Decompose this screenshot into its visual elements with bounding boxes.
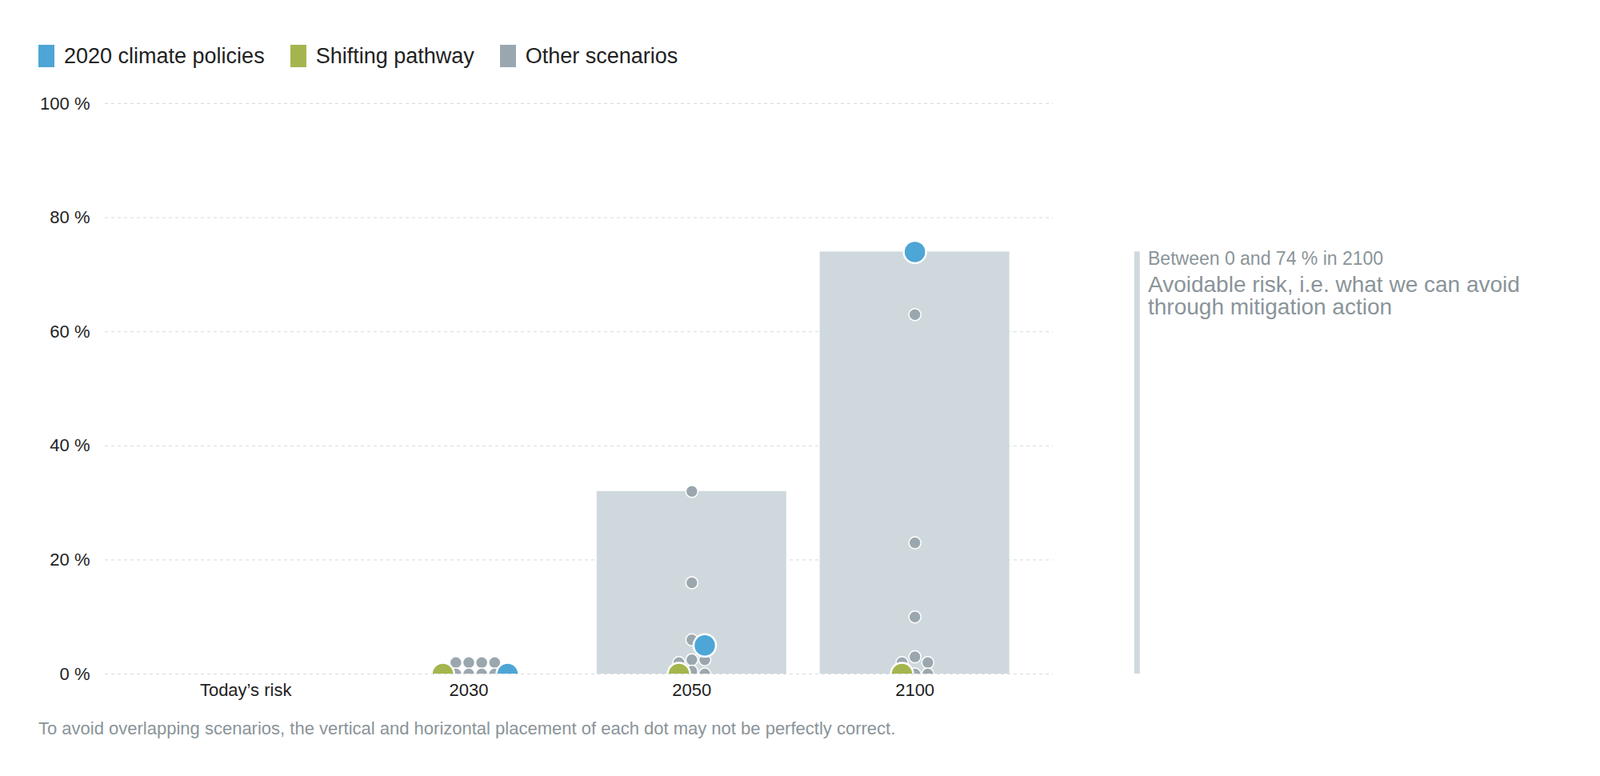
svg-text:60 %: 60 % xyxy=(49,321,90,342)
html-text:Shifting pathway: Shifting pathway xyxy=(315,44,475,68)
svg-text:0 %: 0 % xyxy=(60,664,91,684)
html-text:2020 climate policies: 2020 climate policies xyxy=(64,44,265,68)
svg-text:Avoidable risk, i.e. what we c: Avoidable risk, i.e. what we can avoidth… xyxy=(1148,272,1520,320)
svg-text:100 %: 100 % xyxy=(40,93,90,114)
svg-text:40 %: 40 % xyxy=(49,435,90,456)
svg-text:80 %: 80 % xyxy=(49,207,90,228)
svg-text:20 %: 20 % xyxy=(49,549,90,570)
html-text:Other scenarios: Other scenarios xyxy=(525,44,678,68)
svg-text:2030: 2030 xyxy=(449,680,489,700)
svg-text:2050: 2050 xyxy=(672,680,712,700)
html-text:To avoid overlapping scenarios: To avoid overlapping scenarios, the vert… xyxy=(38,718,896,739)
svg-text:Today’s risk: Today’s risk xyxy=(200,680,293,700)
svg-text:2100: 2100 xyxy=(895,680,935,700)
svg-text:Between 0 and 74 % in 2100: Between 0 and 74 % in 2100 xyxy=(1148,248,1384,269)
